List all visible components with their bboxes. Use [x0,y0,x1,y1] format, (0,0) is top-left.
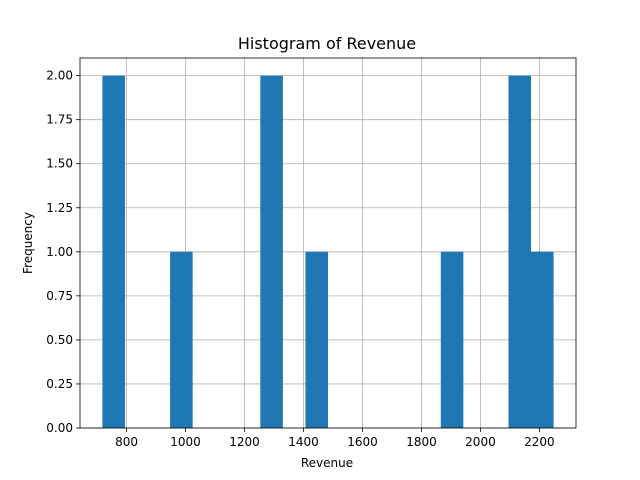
plot-frame [79,57,577,429]
y-tick-label: 1.25 [46,201,73,215]
histogram-bar [170,251,193,428]
histogram-bar [440,251,464,428]
chart-title: Histogram of Revenue [238,34,416,53]
x-axis-label: Revenue [301,456,353,470]
y-axis-label: Frequency [21,212,35,274]
y-tick-label: 1.00 [46,245,73,259]
y-tick-label: 1.75 [46,113,73,127]
x-tick-label: 2000 [465,435,496,449]
y-tick-label: 0.25 [46,377,73,391]
y-tick-label: 0.75 [46,289,73,303]
histogram-bar [305,251,328,428]
x-tick-label: 1000 [170,435,201,449]
histogram-bar [260,75,283,428]
bars-layer [102,75,554,428]
x-tick-label: 1200 [229,435,260,449]
histogram-bar [102,75,125,428]
y-tick-label: 1.50 [46,157,73,171]
x-tick-label: 800 [115,435,138,449]
histogram-bar [531,251,554,428]
x-tick-label: 1800 [406,435,437,449]
x-tick-label: 1600 [347,435,378,449]
y-tick-label: 0.50 [46,333,73,347]
x-tick-label: 2200 [524,435,555,449]
x-tick-label: 1400 [288,435,319,449]
histogram-bar [508,75,532,428]
y-tick-label: 2.00 [46,69,73,83]
ticks-layer: 800 1000 1200 1400 1600 1800 2000 2200 0.00 0.25 0… [46,69,554,449]
y-tick-label: 0.00 [46,421,73,435]
